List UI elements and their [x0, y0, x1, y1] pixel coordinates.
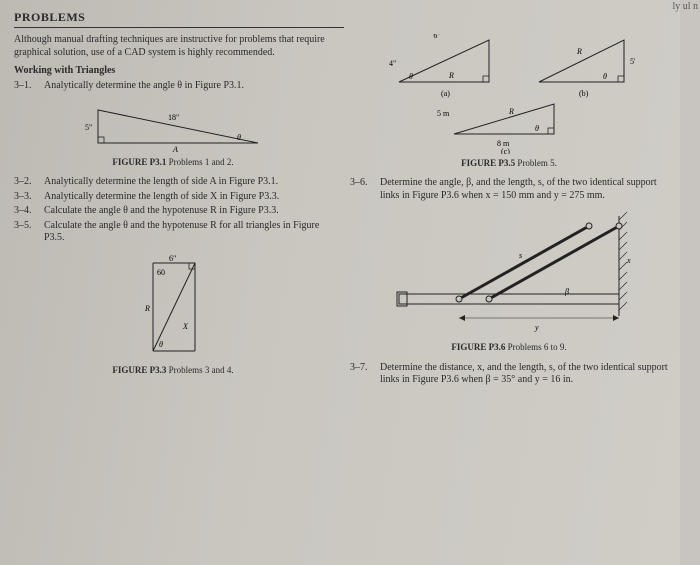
figure-p3-3-caption-text: Problems 3 and 4. — [166, 365, 233, 375]
p35b-R: R — [576, 47, 582, 56]
p35c-R: R — [508, 107, 514, 116]
figure-p3-6-caption-text: Problems 6 to 9. — [505, 342, 566, 352]
figure-p3-1-caption-text: Problems 1 and 2. — [166, 157, 233, 167]
problem-3-3: 3–3. Analytically determine the length o… — [14, 191, 332, 204]
figure-p3-5: 6" 4" R θ (a) R θ 5' (b) 5 m R — [350, 34, 668, 154]
p35c-cap: (c) — [501, 147, 510, 154]
figure-p3-6: s β x y — [350, 208, 668, 338]
problem-text: Determine the distance, x, and the lengt… — [380, 362, 668, 387]
figure-p3-1-caption-bold: FIGURE P3.1 — [112, 157, 166, 167]
problem-3-5: 3–5. Calculate the angle θ and the hypot… — [14, 220, 332, 245]
label-theta: θ — [159, 340, 163, 349]
problem-3-6: 3–6. Determine the angle, β, and the len… — [350, 177, 668, 202]
problem-3-1: 3–1. Analytically determine the angle θ … — [14, 80, 332, 93]
p35a-left: 4" — [389, 59, 396, 68]
problem-text: Analytically determine the angle θ in Fi… — [44, 80, 332, 93]
problem-text: Calculate the angle θ and the hypotenuse… — [44, 205, 332, 218]
label-18in: 18" — [168, 113, 179, 122]
figure-p3-3-caption: FIGURE P3.3 Problems 3 and 4. — [14, 365, 332, 376]
triangle-p3-3-svg: 6" 60 R X θ — [103, 251, 243, 361]
p36-beta: β — [564, 287, 569, 296]
problem-3-4: 3–4. Calculate the angle θ and the hypot… — [14, 205, 332, 218]
label-60: 60 — [157, 268, 165, 277]
figure-p3-5-caption-text: Problem 5. — [515, 158, 557, 168]
figure-p3-1-caption: FIGURE P3.1 Problems 1 and 2. — [14, 157, 332, 168]
problem-number: 3–3. — [14, 191, 44, 204]
label-6in: 6" — [169, 254, 176, 263]
linkage-p3-6-svg: s β x y — [369, 208, 649, 338]
intro-text: Although manual drafting techniques are … — [14, 34, 332, 59]
p35b-theta: θ — [603, 72, 607, 81]
figure-p3-5-caption: FIGURE P3.5 Problem 5. — [350, 158, 668, 169]
heading-rule — [14, 27, 344, 28]
subsection-heading: Working with Triangles — [14, 65, 332, 78]
p36-x: x — [626, 256, 631, 265]
page-edge-text: ly ul n — [672, 2, 698, 12]
triangle-p3-1-svg: 5" 18" θ A — [73, 98, 273, 153]
figure-p3-6-caption: FIGURE P3.6 Problems 6 to 9. — [350, 342, 668, 353]
label-5in: 5" — [85, 123, 92, 132]
problem-number: 3–4. — [14, 205, 44, 218]
figure-p3-3-caption-bold: FIGURE P3.3 — [112, 365, 166, 375]
p35b-cap: (b) — [579, 89, 589, 98]
problem-text: Analytically determine the length of sid… — [44, 191, 332, 204]
p35c-5m: 5 m — [437, 109, 450, 118]
label-R: R — [144, 304, 150, 313]
textbook-page: PROBLEMS Although manual drafting techni… — [0, 0, 680, 565]
p35a-R: R — [448, 71, 454, 80]
problem-text: Determine the angle, β, and the length, … — [380, 177, 668, 202]
problem-number: 3–5. — [14, 220, 44, 245]
problem-3-2: 3–2. Analytically determine the length o… — [14, 176, 332, 189]
figure-p3-1: 5" 18" θ A — [14, 98, 332, 153]
p35c-theta: θ — [535, 124, 539, 133]
problem-number: 3–6. — [350, 177, 380, 202]
right-column: 6" 4" R θ (a) R θ 5' (b) 5 m R — [350, 34, 668, 389]
triangles-p3-5-svg: 6" 4" R θ (a) R θ 5' (b) 5 m R — [359, 34, 659, 154]
figure-p3-6-caption-bold: FIGURE P3.6 — [451, 342, 505, 352]
label-X: X — [182, 322, 189, 331]
problem-text: Calculate the angle θ and the hypotenuse… — [44, 220, 332, 245]
p36-s: s — [519, 251, 522, 260]
label-A: A — [172, 145, 178, 153]
problem-text: Analytically determine the length of sid… — [44, 176, 332, 189]
label-theta: θ — [237, 133, 241, 142]
p35a-theta: θ — [409, 72, 413, 81]
figure-p3-3: 6" 60 R X θ — [14, 251, 332, 361]
problem-3-7: 3–7. Determine the distance, x, and the … — [350, 362, 668, 387]
problem-number: 3–1. — [14, 80, 44, 93]
left-column: Although manual drafting techniques are … — [14, 34, 332, 389]
p35a-cap: (a) — [441, 89, 450, 98]
p35b-5: 5' — [630, 57, 636, 66]
two-column-layout: Although manual drafting techniques are … — [14, 34, 668, 389]
figure-p3-5-caption-bold: FIGURE P3.5 — [461, 158, 515, 168]
p35a-top: 6" — [433, 34, 440, 40]
problem-number: 3–7. — [350, 362, 380, 387]
p36-y: y — [534, 323, 539, 332]
problem-number: 3–2. — [14, 176, 44, 189]
section-heading: PROBLEMS — [14, 10, 668, 25]
